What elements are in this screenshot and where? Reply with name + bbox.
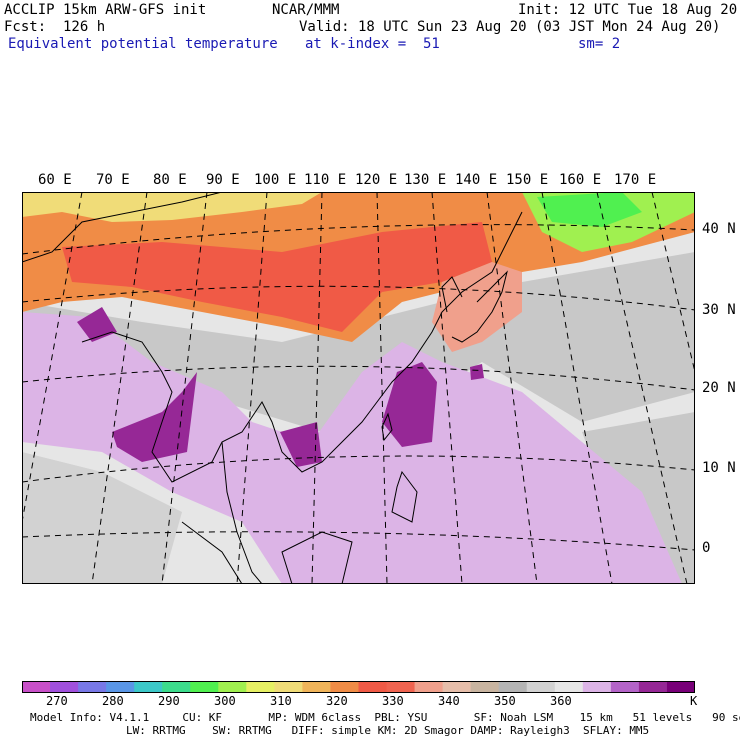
forecast-hour: Fcst: 126 h (4, 19, 106, 35)
colorbar-swatch (414, 681, 444, 693)
colorbar-swatch (106, 681, 135, 693)
colorbar (22, 681, 695, 693)
colorbar-swatch (498, 681, 528, 693)
lon-label: 140 E (455, 172, 498, 188)
field-gray-south (22, 452, 182, 584)
equivalent-potential-temperature-map (22, 192, 695, 584)
field-purple-pacific (470, 364, 484, 380)
colorbar-swatch (554, 681, 584, 693)
lat-label: 10 N (702, 460, 736, 476)
colorbar-swatch (162, 681, 191, 693)
lon-label: 100 E (254, 172, 297, 188)
colorbar-tick-label: 320 (326, 694, 348, 708)
colorbar-swatch (22, 681, 51, 693)
meridian-160E (596, 192, 688, 584)
lat-label: 20 N (702, 380, 736, 396)
coastline-sumatra (181, 521, 243, 584)
colorbar-swatch (134, 681, 163, 693)
colorbar-swatch (638, 681, 668, 693)
colorbar-swatch (470, 681, 500, 693)
lon-label: 80 E (153, 172, 187, 188)
graticule (22, 192, 695, 584)
coastline-korea (441, 276, 463, 313)
colorbar-tick-label: 340 (438, 694, 460, 708)
valid-time: Valid: 18 UTC Sun 23 Aug 20 (03 JST Mon … (299, 19, 721, 35)
colorbar-swatch (274, 681, 303, 693)
coastline-asia (22, 192, 523, 483)
model-info-line1: Model Info: V4.1.1 CU: KF MP: WDM 6class… (30, 711, 740, 724)
colorbar-tick-label: 310 (270, 694, 292, 708)
coastline-indochina (221, 441, 263, 584)
model-info-line2: LW: RRTMG SW: RRTMG DIFF: simple KM: 2D … (126, 724, 650, 737)
field-name: Equivalent potential temperature (8, 36, 278, 52)
colorbar-swatch (190, 681, 219, 693)
field-yellow-north (22, 192, 322, 222)
colorbar-swatch (610, 681, 640, 693)
colorbar-swatch (330, 681, 359, 693)
colorbar-tick-label: 280 (102, 694, 124, 708)
colorbar-swatch (582, 681, 612, 693)
lat-label: 40 N (702, 221, 736, 237)
colorbar-swatch (358, 681, 388, 693)
colorbar-unit: K (690, 694, 698, 708)
meridian-150E (541, 192, 613, 584)
colorbar-swatch (386, 681, 416, 693)
meridian-170E (651, 192, 695, 373)
colorbar-swatch (78, 681, 107, 693)
colorbar-swatch (246, 681, 275, 693)
lon-label: 90 E (206, 172, 240, 188)
coastline-philippines (391, 470, 418, 523)
colorbar-tick-label: 350 (494, 694, 516, 708)
model-title: ACCLIP 15km ARW-GFS init (4, 2, 207, 18)
field-red-band (62, 222, 492, 332)
colorbar-tick-label: 270 (46, 694, 68, 708)
level-label: at k-index = 51 (305, 36, 440, 52)
organization-label: NCAR/MMM (272, 2, 340, 18)
lon-label: 170 E (614, 172, 657, 188)
field-purple-sea (280, 422, 322, 467)
lon-label: 60 E (38, 172, 72, 188)
lat-label: 30 N (702, 302, 736, 318)
lat-label: 0 (702, 540, 711, 556)
smoothing-label: sm= 2 (578, 36, 621, 52)
lon-label: 70 E (96, 172, 130, 188)
colorbar-swatch (666, 681, 695, 693)
colorbar-tick-label: 290 (158, 694, 180, 708)
field-green-core (537, 192, 642, 227)
colorbar-tick-label: 300 (214, 694, 236, 708)
coastline-borneo (281, 531, 353, 584)
field-lavender-band (22, 312, 682, 584)
colorbar-tick-label: 330 (382, 694, 404, 708)
meridian-70E (22, 192, 83, 523)
colorbar-tick-label: 360 (550, 694, 572, 708)
lon-label: 150 E (506, 172, 549, 188)
lon-label: 160 E (559, 172, 602, 188)
colorbar-swatch (526, 681, 556, 693)
lon-label: 110 E (304, 172, 347, 188)
lon-label: 120 E (355, 172, 398, 188)
field-purple-india (112, 372, 197, 462)
colorbar-swatch (302, 681, 331, 693)
colorbar-swatch (442, 681, 472, 693)
colorbar-swatch (218, 681, 247, 693)
map-frame (22, 192, 695, 584)
colorbar-frame (22, 681, 695, 693)
init-time: Init: 12 UTC Tue 18 Aug 20 (518, 2, 738, 18)
coastline-japan (451, 270, 508, 343)
lon-label: 130 E (404, 172, 447, 188)
colorbar-swatch (50, 681, 79, 693)
field-salmon-japan (432, 262, 522, 352)
field-purple-typhoon (382, 362, 437, 447)
